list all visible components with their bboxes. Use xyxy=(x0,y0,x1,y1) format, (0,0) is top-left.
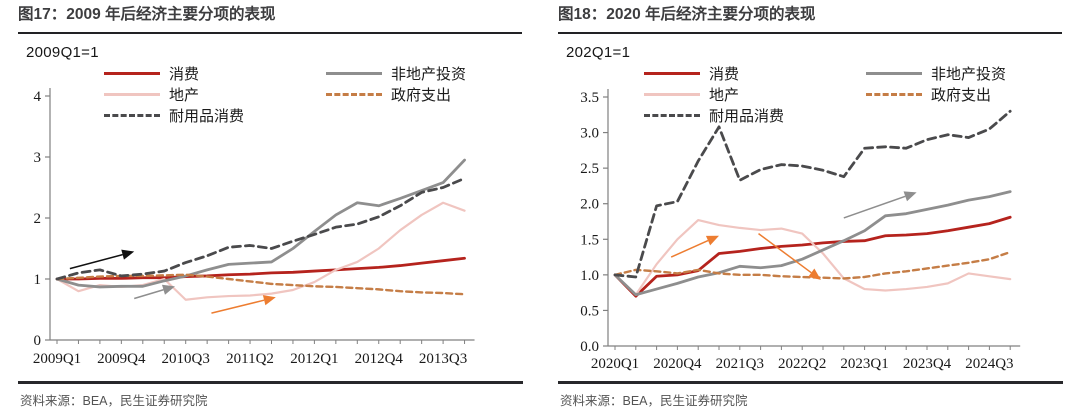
y-tick-label: 1.5 xyxy=(580,232,599,248)
x-tick-label: 2022Q2 xyxy=(778,356,826,372)
x-tick-label: 2013Q3 xyxy=(419,351,467,367)
series-line-3 xyxy=(55,273,466,296)
index-base-label: 2009Q1=1 xyxy=(26,44,99,61)
figure-panel-17: 图17：2009 年后经济主要分项的表现 2009Q1=1 0 1 2 3 4 2009Q… xyxy=(18,4,523,408)
chart-title: 图18：2020 年后经济主要分项的表现 xyxy=(558,4,1062,34)
line-chart: 0 1 2 3 4 2009Q1 2009Q4 2010Q3 2011Q2 2012Q1 2012Q… xyxy=(33,88,475,367)
x-tick-label: 2024Q3 xyxy=(965,356,1013,372)
x-tick-label: 2023Q4 xyxy=(903,356,952,372)
line-chart: 0.0 0.5 1.0 1.5 2.0 2.5 3.0 3.5 2020Q1 2020Q4 2021… xyxy=(580,89,1021,372)
series-line-0 xyxy=(55,256,466,281)
series-line-4 xyxy=(55,176,466,281)
x-tick-label: 2009Q1 xyxy=(33,351,81,367)
annotation-arrow xyxy=(670,235,719,258)
series-line-1 xyxy=(613,218,1012,296)
x-tick-label: 2009Q4 xyxy=(97,351,146,367)
y-tick-label: 2.5 xyxy=(580,161,599,177)
chart-title: 图17：2009 年后经济主要分项的表现 xyxy=(18,4,522,34)
y-tick-label: 3.0 xyxy=(580,126,599,142)
y-tick-label: 0 xyxy=(34,333,42,349)
x-tick-label: 2021Q3 xyxy=(716,356,764,372)
y-tick-label: 4 xyxy=(34,89,42,105)
index-base-label: 202Q1=1 xyxy=(566,44,631,61)
series-line-2 xyxy=(55,158,466,289)
source-note: 资料来源：BEA，民生证券研究院 xyxy=(20,394,208,408)
x-tick-label: 2010Q3 xyxy=(162,351,210,367)
y-tick-label: 3 xyxy=(34,150,42,166)
y-tick-label: 3.5 xyxy=(580,90,599,106)
x-tick-label: 2020Q4 xyxy=(653,356,702,372)
footer-divider xyxy=(558,381,1063,384)
annotation-arrow xyxy=(211,295,276,314)
annotation-arrow xyxy=(134,284,175,300)
x-tick-label: 2012Q4 xyxy=(355,351,404,367)
annotation-arrow xyxy=(758,232,821,280)
y-tick-label: 2 xyxy=(34,211,42,227)
y-tick-label: 1 xyxy=(34,272,42,288)
x-tick-label: 2023Q1 xyxy=(840,356,888,372)
annotation-arrow xyxy=(69,249,135,270)
y-tick-label: 0.5 xyxy=(580,303,599,319)
series-line-2 xyxy=(613,190,1012,297)
y-tick-label: 2.0 xyxy=(580,197,599,213)
figure-panel-18: 图18：2020 年后经济主要分项的表现 202Q1=1 0.0 0.5 1.0 1.… xyxy=(540,0,1080,418)
annotation-arrow xyxy=(843,191,917,219)
source-note: 资料来源：BEA，民生证券研究院 xyxy=(560,394,748,408)
x-tick-label: 2012Q1 xyxy=(290,351,338,367)
x-tick-label: 2020Q1 xyxy=(591,356,639,372)
y-tick-label: 1.0 xyxy=(580,268,599,284)
x-tick-label: 2011Q2 xyxy=(226,351,274,367)
series-line-4 xyxy=(613,109,1012,279)
footer-divider xyxy=(18,381,523,384)
y-tick-label: 0.0 xyxy=(580,339,599,355)
